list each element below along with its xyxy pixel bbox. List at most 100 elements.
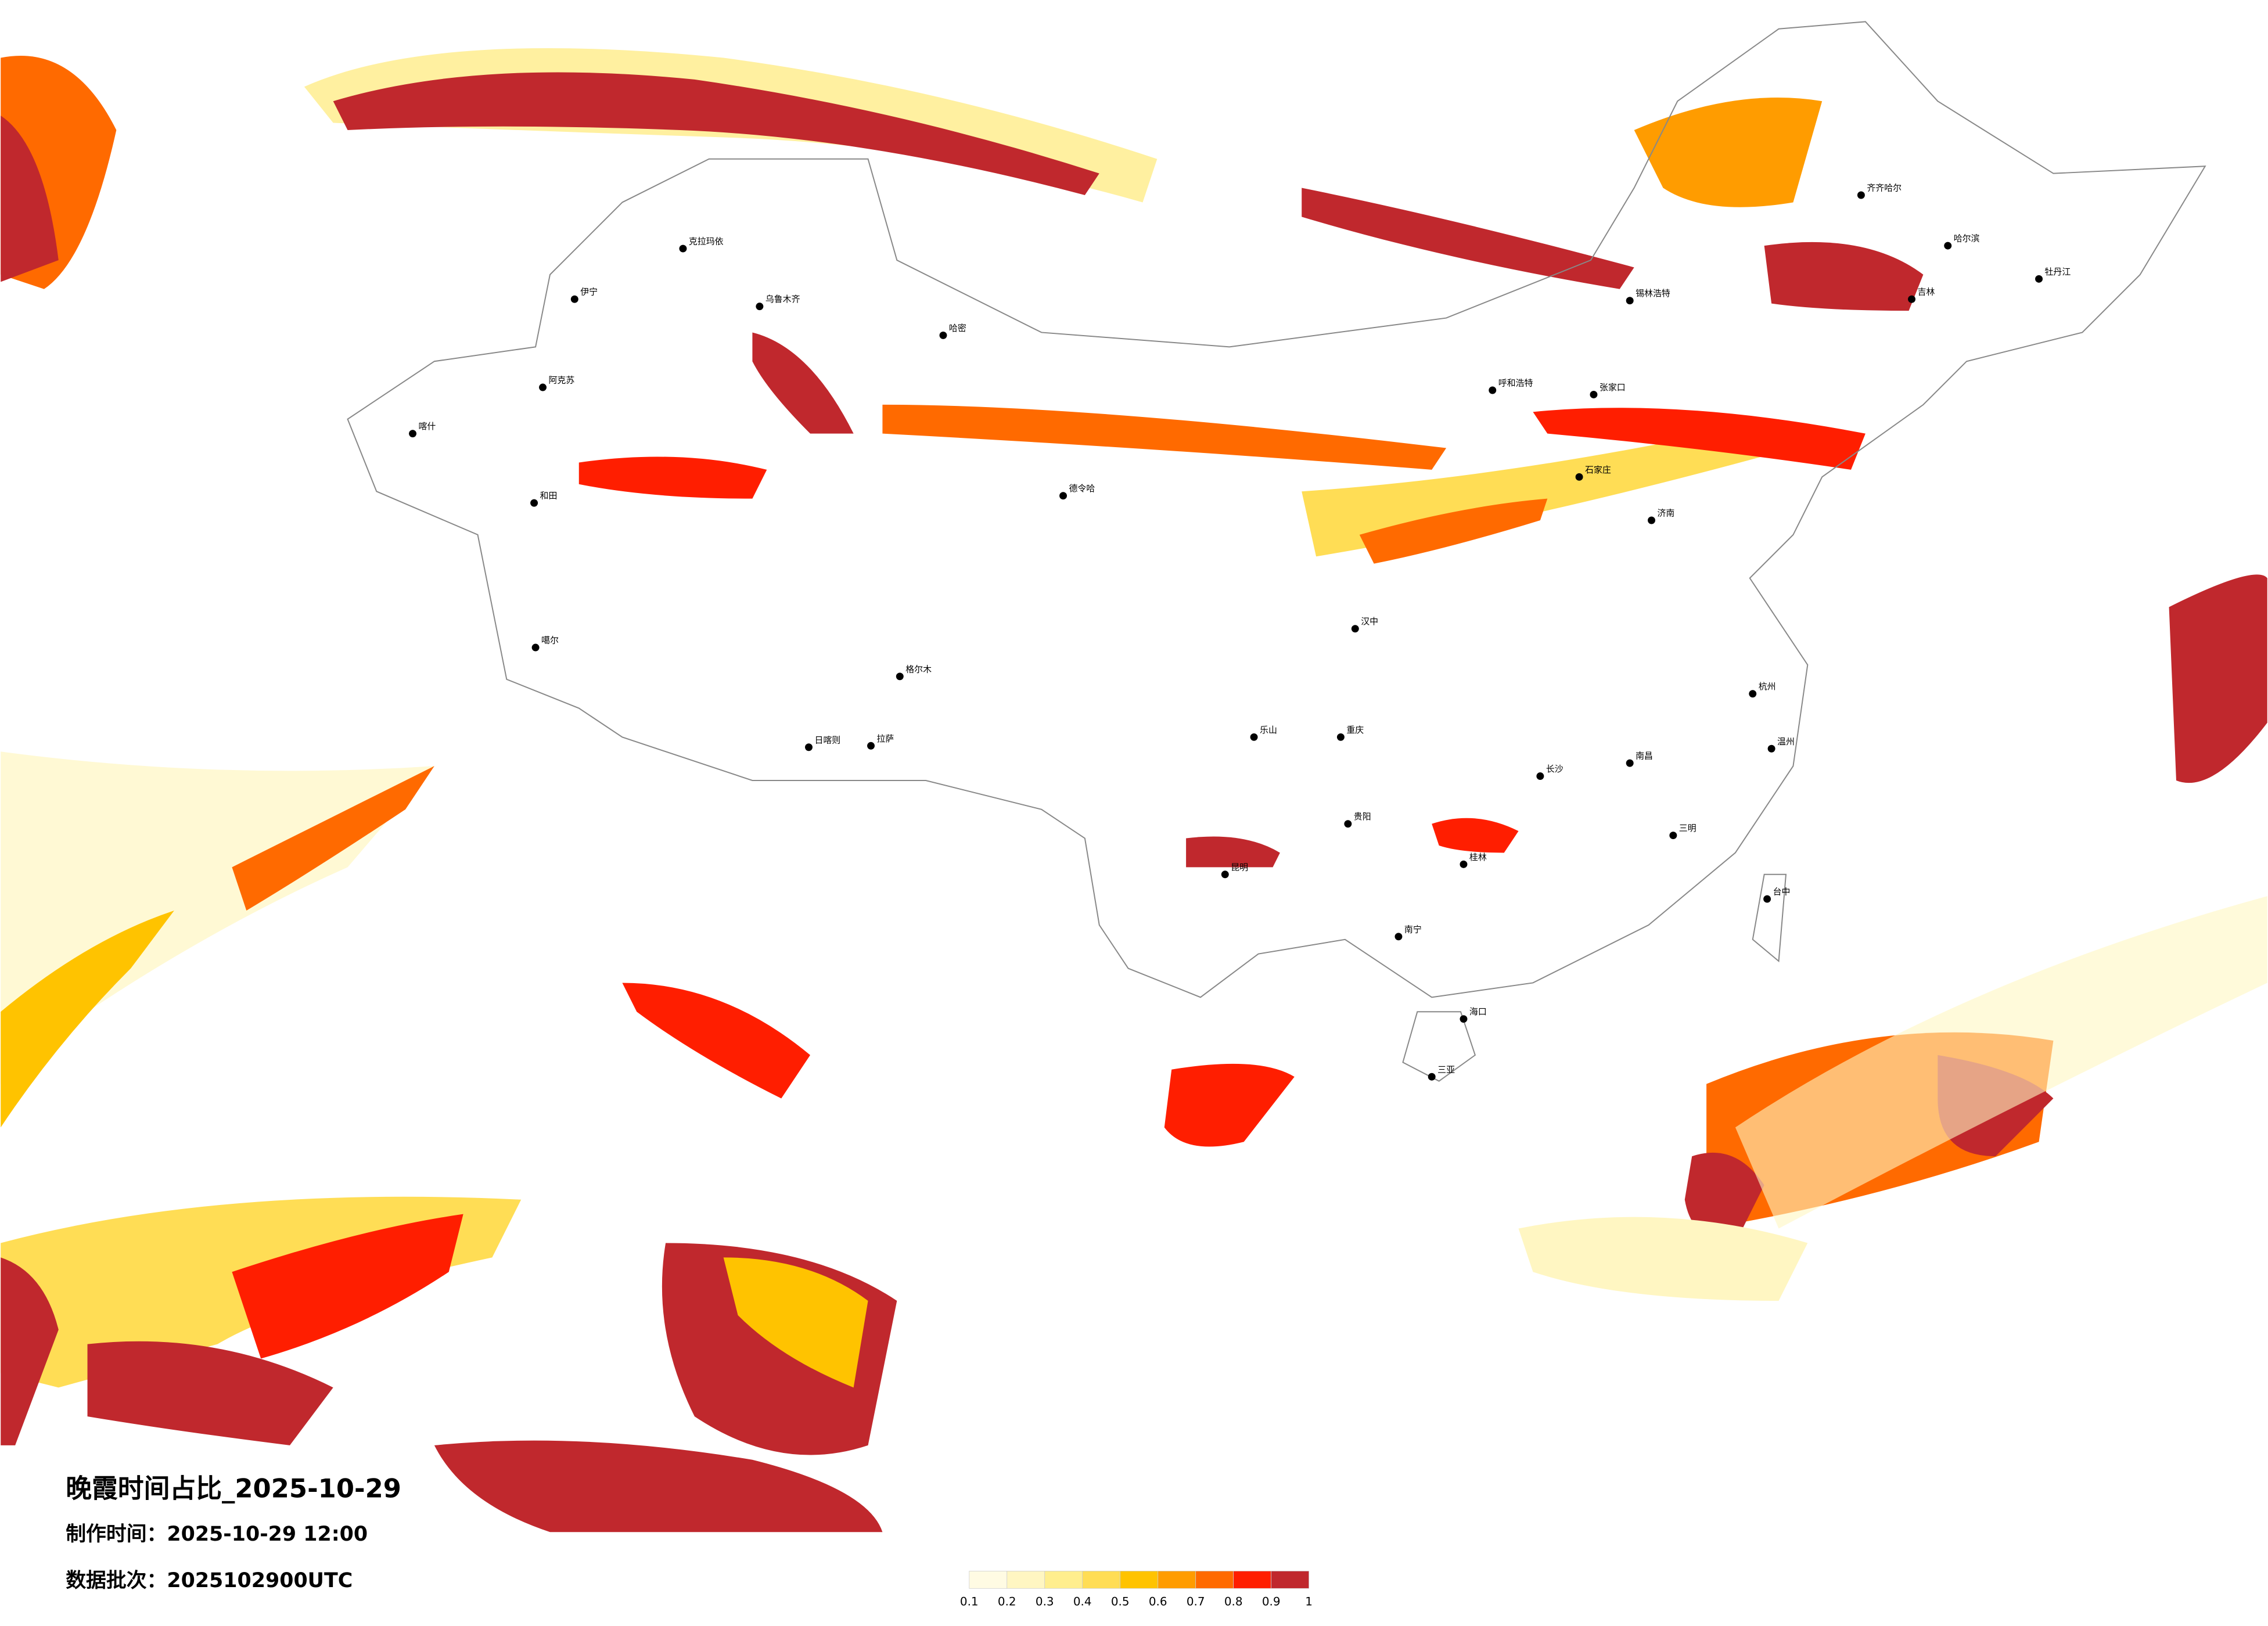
city-label: 德令哈 xyxy=(1069,483,1095,494)
city-dot xyxy=(1626,759,1634,767)
colorbar-segment xyxy=(1158,1571,1196,1589)
city-label: 贵阳 xyxy=(1354,811,1371,822)
colorbar-tick-label: 0.1 xyxy=(960,1595,979,1609)
city-label: 牡丹江 xyxy=(2045,267,2071,277)
city-label: 昆明 xyxy=(1231,862,1248,872)
city-dot xyxy=(1536,772,1544,780)
city-dot xyxy=(539,383,547,391)
cloud-field xyxy=(1,48,2267,1533)
city-dot xyxy=(756,303,764,311)
city-dot xyxy=(1250,733,1258,741)
city-dot xyxy=(530,499,538,507)
city-label: 汉中 xyxy=(1361,616,1378,627)
city-label: 张家口 xyxy=(1600,382,1626,393)
city-dot xyxy=(896,672,904,681)
city-label: 乐山 xyxy=(1260,725,1277,735)
city-dot xyxy=(1489,386,1497,394)
city-label: 吉林 xyxy=(1917,287,1935,297)
city-label: 拉萨 xyxy=(876,733,894,744)
colorbar-segment xyxy=(1044,1571,1083,1589)
colorbar-tick-label: 0.3 xyxy=(1036,1595,1054,1609)
city-dot xyxy=(531,643,540,652)
city-label: 海口 xyxy=(1469,1006,1487,1017)
colorbar-tick-label: 0.2 xyxy=(998,1595,1016,1609)
city-dot xyxy=(1763,895,1771,903)
city-label: 哈尔滨 xyxy=(1954,233,1980,244)
city-dot xyxy=(1590,390,1598,398)
city-dot xyxy=(1428,1073,1436,1081)
colorbar-segment xyxy=(1082,1571,1121,1589)
colorbar-tick-label: 0.4 xyxy=(1073,1595,1092,1609)
city-label: 噶尔 xyxy=(541,635,559,646)
city-label: 杭州 xyxy=(1759,681,1776,692)
city-label: 济南 xyxy=(1657,508,1674,519)
city-dot xyxy=(939,331,947,339)
city-label: 锡林浩特 xyxy=(1636,288,1670,298)
island-border xyxy=(1402,1011,1476,1082)
city-dot xyxy=(1460,860,1468,868)
city-dot xyxy=(2035,275,2043,283)
city-dot xyxy=(805,743,813,751)
city-dot xyxy=(679,244,687,253)
city-label: 南宁 xyxy=(1404,924,1422,934)
city-label: 重庆 xyxy=(1346,725,1364,735)
island-border xyxy=(1752,873,1787,963)
city-label: 乌鲁木齐 xyxy=(765,294,800,304)
city-label: 日喀则 xyxy=(814,735,840,745)
city-label: 呼和浩特 xyxy=(1498,378,1533,388)
made-time: 制作时间：2025-10-29 12:00 xyxy=(66,1523,368,1546)
colorbar-segment xyxy=(1195,1571,1234,1589)
city-label: 桂林 xyxy=(1469,852,1487,862)
city-dot xyxy=(1648,516,1655,524)
city-dot xyxy=(1059,492,1067,500)
colorbar-tick-label: 0.8 xyxy=(1224,1595,1243,1609)
city-dot xyxy=(1344,820,1352,828)
city-dot xyxy=(1460,1015,1468,1023)
city-dot xyxy=(570,295,578,303)
colorbar-tick-label: 0.6 xyxy=(1149,1595,1167,1609)
colorbar-segment xyxy=(1007,1571,1045,1589)
city-label: 齐齐哈尔 xyxy=(1867,183,1902,193)
colorbar-tick-label: 0.5 xyxy=(1111,1595,1130,1609)
colorbar-tick-label: 0.9 xyxy=(1262,1595,1281,1609)
city-dot xyxy=(1221,870,1229,879)
city-dot xyxy=(1944,242,1952,250)
city-dot xyxy=(1749,690,1757,698)
city-dot xyxy=(1351,625,1359,633)
city-label: 哈密 xyxy=(949,323,966,333)
city-label: 和田 xyxy=(540,491,558,501)
city-dot xyxy=(1394,933,1403,941)
city-label: 克拉玛依 xyxy=(689,236,724,247)
city-label: 格尔木 xyxy=(905,664,932,674)
city-label: 阿克苏 xyxy=(549,375,575,386)
colorbar-segment xyxy=(1233,1571,1272,1589)
city-dot xyxy=(1575,473,1583,481)
city-label: 长沙 xyxy=(1546,764,1563,774)
colorbar-tick-label: 1 xyxy=(1305,1595,1313,1609)
city-dot xyxy=(867,742,875,750)
country-border xyxy=(347,21,2206,998)
city-label: 温州 xyxy=(1777,736,1795,747)
city-dot xyxy=(1857,191,1865,199)
city-dot xyxy=(1336,733,1345,741)
map-title: 晚霞时间占比_2025-10-29 xyxy=(66,1473,401,1503)
colorbar-segment xyxy=(969,1571,1008,1589)
city-label: 伊宁 xyxy=(580,287,598,297)
colorbar-segment xyxy=(1120,1571,1159,1589)
colorbar-tick-label: 0.7 xyxy=(1187,1595,1205,1609)
colorbar-segment xyxy=(1271,1571,1310,1589)
city-label: 三亚 xyxy=(1437,1064,1455,1075)
colorbar: 0.1 0.2 0.3 0.4 0.5 0.6 0.7 0.8 0.9 1 xyxy=(960,1571,1313,1609)
city-label: 三明 xyxy=(1679,823,1696,833)
city-dot xyxy=(1626,297,1634,305)
city-dot xyxy=(409,430,417,438)
batch: 数据批次：2025102900UTC xyxy=(66,1569,353,1592)
city-label: 台中 xyxy=(1773,887,1791,897)
city-dot xyxy=(1669,832,1677,840)
city-label: 南昌 xyxy=(1636,751,1653,761)
city-dot xyxy=(1908,295,1915,303)
city-label: 石家庄 xyxy=(1585,465,1611,475)
